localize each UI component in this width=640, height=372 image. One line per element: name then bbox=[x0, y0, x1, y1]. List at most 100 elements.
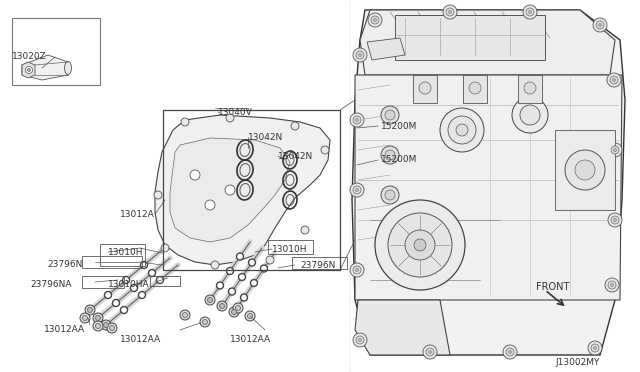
Circle shape bbox=[353, 266, 361, 274]
Circle shape bbox=[229, 307, 239, 317]
Text: 13012AA: 13012AA bbox=[44, 325, 85, 334]
Circle shape bbox=[207, 298, 212, 302]
Circle shape bbox=[120, 307, 127, 314]
Circle shape bbox=[509, 350, 511, 353]
Polygon shape bbox=[367, 38, 405, 60]
Circle shape bbox=[122, 276, 129, 283]
Bar bbox=[555, 130, 615, 210]
Circle shape bbox=[381, 106, 399, 124]
Circle shape bbox=[93, 313, 103, 323]
Circle shape bbox=[260, 265, 268, 272]
Circle shape bbox=[385, 190, 395, 200]
Circle shape bbox=[245, 311, 255, 321]
Text: 13012AA: 13012AA bbox=[230, 335, 271, 344]
Text: 15200M: 15200M bbox=[381, 122, 417, 131]
Circle shape bbox=[350, 183, 364, 197]
Circle shape bbox=[95, 324, 100, 328]
Circle shape bbox=[588, 341, 602, 355]
Circle shape bbox=[523, 5, 537, 19]
Circle shape bbox=[469, 82, 481, 94]
Circle shape bbox=[236, 305, 241, 311]
Bar bbox=[82, 276, 124, 288]
Text: 23796N: 23796N bbox=[47, 260, 83, 269]
Circle shape bbox=[353, 186, 361, 194]
Ellipse shape bbox=[65, 61, 72, 74]
Bar bbox=[82, 256, 142, 268]
Circle shape bbox=[355, 119, 358, 122]
Text: 13010HA: 13010HA bbox=[108, 280, 150, 289]
Circle shape bbox=[148, 269, 156, 276]
Circle shape bbox=[217, 301, 227, 311]
Circle shape bbox=[182, 312, 188, 317]
Circle shape bbox=[141, 262, 147, 269]
Circle shape bbox=[200, 317, 210, 327]
Circle shape bbox=[593, 18, 607, 32]
Polygon shape bbox=[155, 115, 330, 265]
Circle shape bbox=[405, 230, 435, 260]
Circle shape bbox=[113, 299, 120, 307]
Text: J13002MY: J13002MY bbox=[555, 358, 600, 367]
Circle shape bbox=[202, 320, 207, 324]
Circle shape bbox=[241, 294, 248, 301]
Circle shape bbox=[591, 344, 599, 352]
Text: 15200M: 15200M bbox=[381, 155, 417, 164]
Circle shape bbox=[107, 323, 117, 333]
Circle shape bbox=[593, 346, 596, 350]
Circle shape bbox=[524, 82, 536, 94]
Polygon shape bbox=[170, 138, 290, 242]
Circle shape bbox=[220, 304, 225, 308]
Circle shape bbox=[612, 78, 616, 81]
Polygon shape bbox=[352, 10, 625, 355]
Circle shape bbox=[80, 313, 90, 323]
Text: 23796NA: 23796NA bbox=[30, 280, 72, 289]
Circle shape bbox=[448, 116, 476, 144]
Circle shape bbox=[157, 276, 163, 283]
Text: 13012A: 13012A bbox=[120, 210, 155, 219]
Circle shape bbox=[526, 8, 534, 16]
Circle shape bbox=[226, 114, 234, 122]
Text: 13010H: 13010H bbox=[108, 248, 143, 257]
Circle shape bbox=[301, 226, 309, 234]
Circle shape bbox=[250, 279, 257, 286]
Text: 13040V: 13040V bbox=[218, 108, 253, 117]
Text: 13020Z: 13020Z bbox=[12, 52, 47, 61]
Circle shape bbox=[414, 239, 426, 251]
Circle shape bbox=[611, 146, 619, 154]
Bar bbox=[268, 240, 313, 254]
Polygon shape bbox=[360, 10, 615, 75]
Circle shape bbox=[575, 160, 595, 180]
Circle shape bbox=[321, 146, 329, 154]
Circle shape bbox=[228, 288, 236, 295]
Circle shape bbox=[614, 148, 616, 151]
Circle shape bbox=[529, 10, 531, 13]
Text: 23796N: 23796N bbox=[300, 261, 335, 270]
Circle shape bbox=[216, 282, 223, 289]
Circle shape bbox=[608, 143, 622, 157]
Circle shape bbox=[239, 273, 246, 280]
Circle shape bbox=[607, 73, 621, 87]
Circle shape bbox=[225, 185, 235, 195]
Circle shape bbox=[426, 348, 434, 356]
Circle shape bbox=[385, 110, 395, 120]
Circle shape bbox=[138, 292, 145, 298]
Bar bbox=[12, 18, 100, 85]
Circle shape bbox=[358, 339, 362, 341]
Circle shape bbox=[211, 261, 219, 269]
Circle shape bbox=[232, 310, 237, 314]
Circle shape bbox=[83, 315, 88, 321]
Circle shape bbox=[205, 295, 215, 305]
Text: 13042N: 13042N bbox=[278, 152, 313, 161]
Bar bbox=[100, 244, 145, 266]
Text: 13010H: 13010H bbox=[272, 245, 307, 254]
Polygon shape bbox=[355, 75, 622, 300]
Bar bbox=[395, 15, 545, 60]
Circle shape bbox=[443, 5, 457, 19]
Bar bbox=[163, 110, 340, 270]
Circle shape bbox=[385, 150, 395, 160]
Circle shape bbox=[26, 67, 33, 74]
Circle shape bbox=[614, 218, 616, 221]
Circle shape bbox=[388, 213, 452, 277]
Circle shape bbox=[353, 333, 367, 347]
Circle shape bbox=[429, 350, 431, 353]
Circle shape bbox=[355, 269, 358, 272]
